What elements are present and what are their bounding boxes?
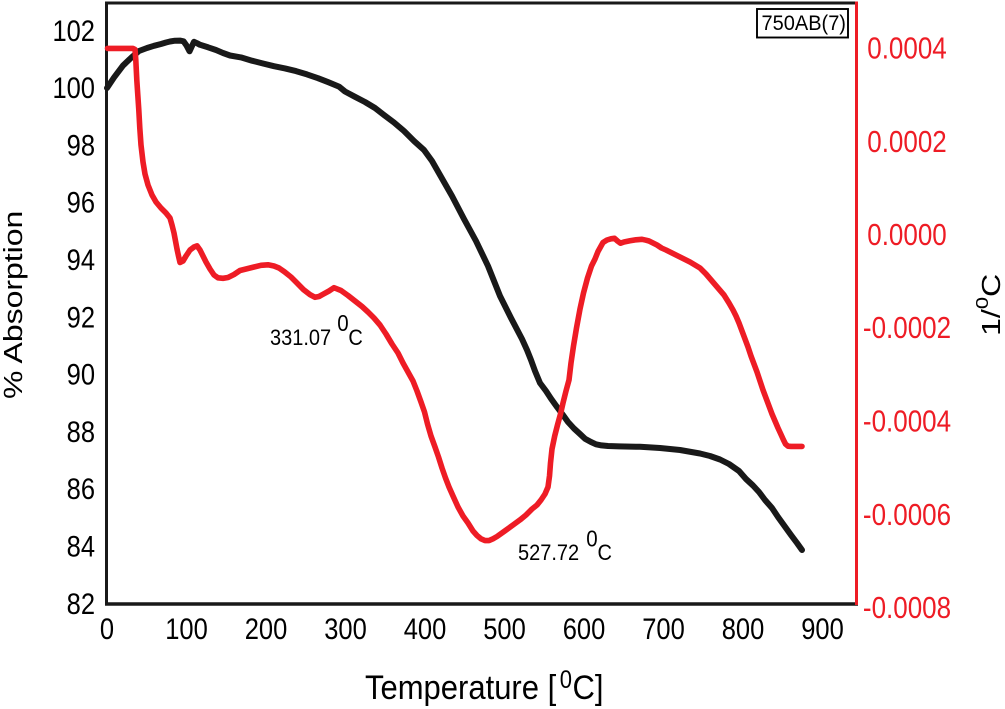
svg-text:Temperature [: Temperature [ bbox=[365, 667, 556, 706]
svg-text:92: 92 bbox=[67, 301, 95, 334]
svg-text:800: 800 bbox=[722, 612, 765, 645]
svg-text:84: 84 bbox=[67, 530, 95, 563]
svg-text:86: 86 bbox=[67, 472, 95, 505]
svg-text:331.07: 331.07 bbox=[270, 326, 331, 350]
svg-text:100: 100 bbox=[165, 612, 208, 645]
svg-text:C: C bbox=[977, 274, 1005, 297]
svg-text:0: 0 bbox=[100, 612, 114, 645]
svg-text:700: 700 bbox=[642, 612, 685, 645]
svg-text:500: 500 bbox=[483, 612, 526, 645]
svg-text:102: 102 bbox=[52, 14, 95, 47]
svg-text:94: 94 bbox=[67, 243, 95, 276]
svg-text:100: 100 bbox=[52, 71, 95, 104]
svg-text:C: C bbox=[348, 326, 362, 350]
svg-text:0: 0 bbox=[586, 525, 597, 551]
svg-text:% Absorption: % Absorption bbox=[0, 211, 28, 399]
svg-text:900: 900 bbox=[801, 612, 844, 645]
svg-text:0: 0 bbox=[560, 666, 572, 693]
svg-text:C]: C] bbox=[573, 667, 604, 706]
svg-text:750AB(7): 750AB(7) bbox=[762, 12, 846, 36]
svg-text:600: 600 bbox=[563, 612, 606, 645]
svg-text:82: 82 bbox=[67, 587, 95, 620]
svg-text:1/: 1/ bbox=[977, 308, 1005, 336]
svg-text:-0.0002: -0.0002 bbox=[863, 311, 951, 344]
svg-text:0: 0 bbox=[973, 297, 993, 309]
svg-text:90: 90 bbox=[67, 358, 95, 391]
svg-text:C: C bbox=[598, 541, 612, 565]
svg-text:0.0000: 0.0000 bbox=[867, 218, 946, 251]
svg-text:98: 98 bbox=[67, 129, 95, 162]
svg-text:527.72: 527.72 bbox=[518, 541, 579, 565]
svg-text:0: 0 bbox=[337, 310, 348, 336]
svg-text:-0.0004: -0.0004 bbox=[863, 405, 951, 438]
svg-text:96: 96 bbox=[67, 186, 95, 219]
svg-text:88: 88 bbox=[67, 415, 95, 448]
svg-text:200: 200 bbox=[245, 612, 288, 645]
svg-text:-0.0006: -0.0006 bbox=[863, 498, 951, 531]
svg-text:0.0004: 0.0004 bbox=[867, 32, 946, 65]
svg-text:-0.0008: -0.0008 bbox=[863, 591, 951, 624]
svg-text:0.0002: 0.0002 bbox=[867, 125, 946, 158]
svg-text:400: 400 bbox=[404, 612, 447, 645]
svg-text:300: 300 bbox=[324, 612, 367, 645]
